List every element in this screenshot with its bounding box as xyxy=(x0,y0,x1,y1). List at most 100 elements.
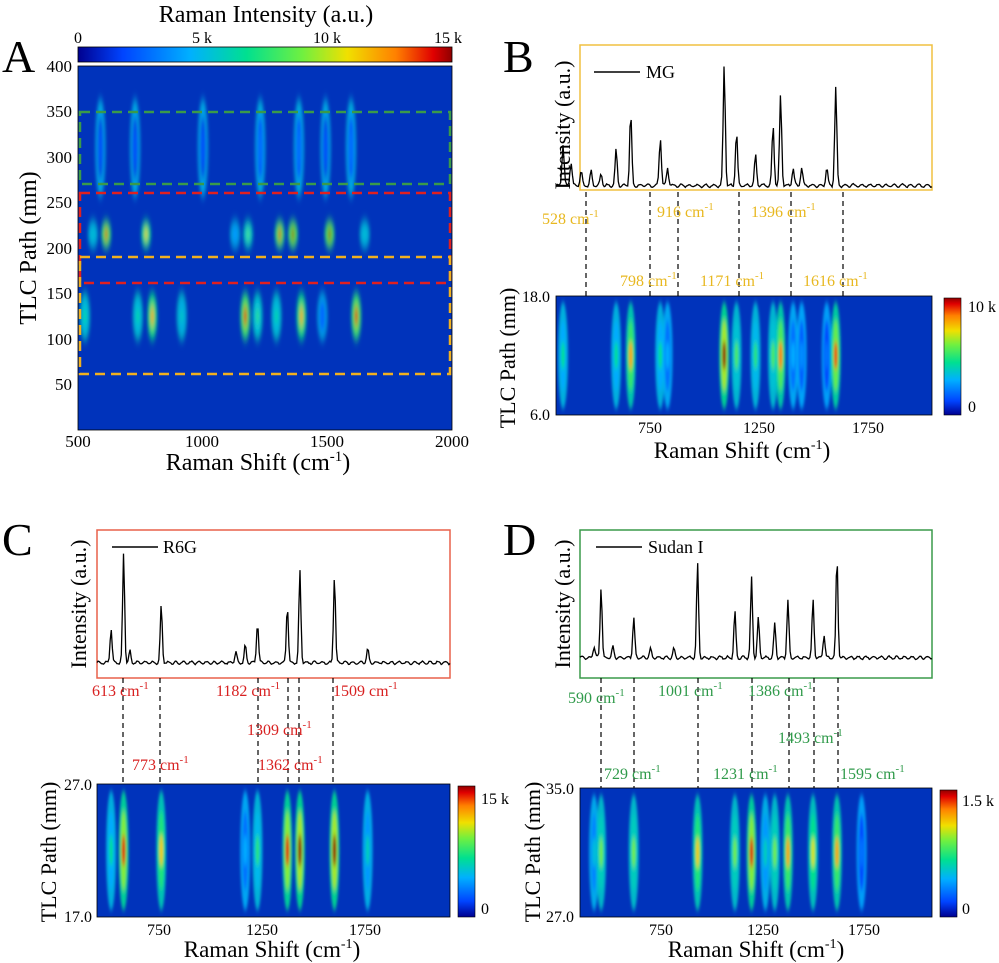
heatD-core xyxy=(599,837,603,868)
heatD-core xyxy=(763,837,768,868)
d-x-axis-label-sup: -1 xyxy=(825,937,837,952)
b-peak-798-sup: -1 xyxy=(668,270,677,282)
b-colorbar-top: 10 k xyxy=(968,299,996,316)
a-x-tick-1000: 1000 xyxy=(185,432,219,451)
c-x-tick-1250: 1250 xyxy=(246,922,278,939)
c-peak-1182-value: 1182 xyxy=(216,683,247,700)
heatB-core xyxy=(799,341,804,370)
d-peak-labels: 590 cm-1 1001 cm-1 1386 cm-1 1493 cm-1 729 cm… xyxy=(568,680,905,783)
c-peak-773-sup: -1 xyxy=(180,754,189,766)
b-peak-label-1616: 1616 cm-1 xyxy=(803,270,868,290)
heatmap-a-peaks xyxy=(79,98,370,341)
c-peak-label-773: 773 cm-1 xyxy=(132,754,189,774)
d-peak-729-cm: cm xyxy=(632,766,652,783)
heatmap-b-frame xyxy=(555,295,933,416)
heatmap-a-core xyxy=(349,127,353,169)
heatD-core xyxy=(786,837,790,868)
r6g-spectrum-frame xyxy=(96,529,451,679)
heatD-core xyxy=(749,837,754,868)
sudan-spectrum-frame xyxy=(579,529,933,679)
a-y-tick-300: 300 xyxy=(47,148,73,167)
b-peak-labels: 528 cm-1 916 cm-1 1396 cm-1 798 cm-1 1171 cm-… xyxy=(542,201,868,290)
heatmap-a-core xyxy=(297,127,301,169)
d-peak-1595-cm: cm xyxy=(876,766,896,783)
heatmap-c-frame xyxy=(96,783,451,918)
heatC-core xyxy=(121,834,126,867)
d-peak-1493-cm: cm xyxy=(814,730,834,747)
b-x-tick-750: 750 xyxy=(638,420,662,437)
heatB-core xyxy=(734,341,739,370)
r6g-legend-label: R6G xyxy=(163,537,197,557)
d-colorbar-bottom: 0 xyxy=(962,901,970,918)
b-intensity-label: Intensity (a.u.) xyxy=(550,61,575,190)
a-y-tick-100: 100 xyxy=(47,330,73,349)
colorbar-d xyxy=(939,789,958,918)
d-peak-1595-sup: -1 xyxy=(896,763,905,775)
a-x-axis-label-main: Raman Shift (cm xyxy=(166,450,330,476)
d-peak-1493-sup: -1 xyxy=(834,727,843,739)
d-peak-1231-sup: -1 xyxy=(769,763,778,775)
d-peak-1001-cm: cm xyxy=(694,683,714,700)
c-peak-1182-sup: -1 xyxy=(271,680,280,692)
c-peak-773-value: 773 xyxy=(132,757,156,774)
c-peak-label-1309: 1309 cm-1 xyxy=(247,719,312,739)
a-x-ticks: 500 1000 1500 2000 xyxy=(65,432,469,451)
d-connectors xyxy=(600,678,839,788)
b-peak-1616-cm: cm xyxy=(839,273,859,290)
b-peak-916-sup: -1 xyxy=(705,201,714,213)
panel-b-label: B xyxy=(503,31,534,82)
heatmap-c-background xyxy=(97,784,450,917)
heatmap-a-core xyxy=(243,306,248,327)
d-peak-1595-value: 1595 xyxy=(840,766,872,783)
d-x-tick-750: 750 xyxy=(649,922,673,939)
colorbar-tick-15k: 15 k xyxy=(434,30,462,47)
heatB-core xyxy=(791,341,795,370)
heatmap-a-core xyxy=(98,127,103,169)
d-peak-label-1386: 1386 cm-1 xyxy=(748,680,813,700)
b-x-axis-label-main: Raman Shift (cm xyxy=(654,438,811,463)
panel-b: B MG Intensity (a.u.) 528 cm-1 916 cm-1 13… xyxy=(495,31,996,463)
d-intensity-label: Intensity (a.u.) xyxy=(550,540,575,669)
d-x-axis-label-close: ) xyxy=(837,937,845,962)
d-peak-label-590: 590 cm-1 xyxy=(568,687,625,707)
heatmap-a-core xyxy=(246,228,250,241)
d-peak-590-sup: -1 xyxy=(616,687,625,699)
heatmap-a-core xyxy=(180,306,184,327)
heatmap-a-core xyxy=(136,306,140,327)
d-peak-1231-cm: cm xyxy=(749,766,769,783)
heatmap-b-peaks xyxy=(558,301,841,410)
d-x-axis-label: Raman Shift (cm-1) xyxy=(668,937,844,962)
heatB-core xyxy=(824,341,829,370)
c-intensity-label: Intensity (a.u.) xyxy=(66,540,91,669)
c-peak-1182-cm: cm xyxy=(251,683,271,700)
c-x-axis-label-sup: -1 xyxy=(341,937,353,952)
heatB-core xyxy=(833,341,838,370)
panel-d: D Sudan I Intensity (a.u.) 590 cm-1 1001 c… xyxy=(503,514,994,962)
heatC-core xyxy=(159,834,164,867)
heatmap-a-core xyxy=(255,306,260,327)
c-peak-1509-value: 1509 xyxy=(333,683,365,700)
heatC-core xyxy=(365,834,370,867)
b-peak-label-1396: 1396 cm-1 xyxy=(751,201,816,221)
panel-a-label: A xyxy=(2,31,35,82)
b-peak-798-value: 798 xyxy=(620,273,644,290)
heatmap-a-core xyxy=(201,127,205,169)
sudan-spectrum-line xyxy=(579,563,933,661)
c-peak-1309-cm: cm xyxy=(283,722,303,739)
mg-legend-label: MG xyxy=(646,62,675,82)
c-peak-613-cm: cm xyxy=(120,683,140,700)
b-x-tick-1250: 1250 xyxy=(743,420,775,437)
heatmap-a-core xyxy=(274,306,279,327)
heatmap-a-core xyxy=(323,127,328,169)
d-peak-590-value: 590 xyxy=(568,690,592,707)
colorbar-a xyxy=(78,47,452,62)
b-peak-1171-sup: -1 xyxy=(755,270,764,282)
heatmap-a-background xyxy=(78,66,452,430)
c-peak-labels: 613 cm-1 1182 cm-1 1509 cm-1 1309 cm-1 773 cm… xyxy=(92,680,398,774)
heatC-core xyxy=(285,834,290,867)
heatB-core xyxy=(665,341,670,370)
c-peak-1309-value: 1309 xyxy=(247,722,279,739)
panel-c: C R6G Intensity (a.u.) 613 cm-1 1182 cm-1 … xyxy=(2,514,509,962)
b-peak-1616-sup: -1 xyxy=(859,270,868,282)
